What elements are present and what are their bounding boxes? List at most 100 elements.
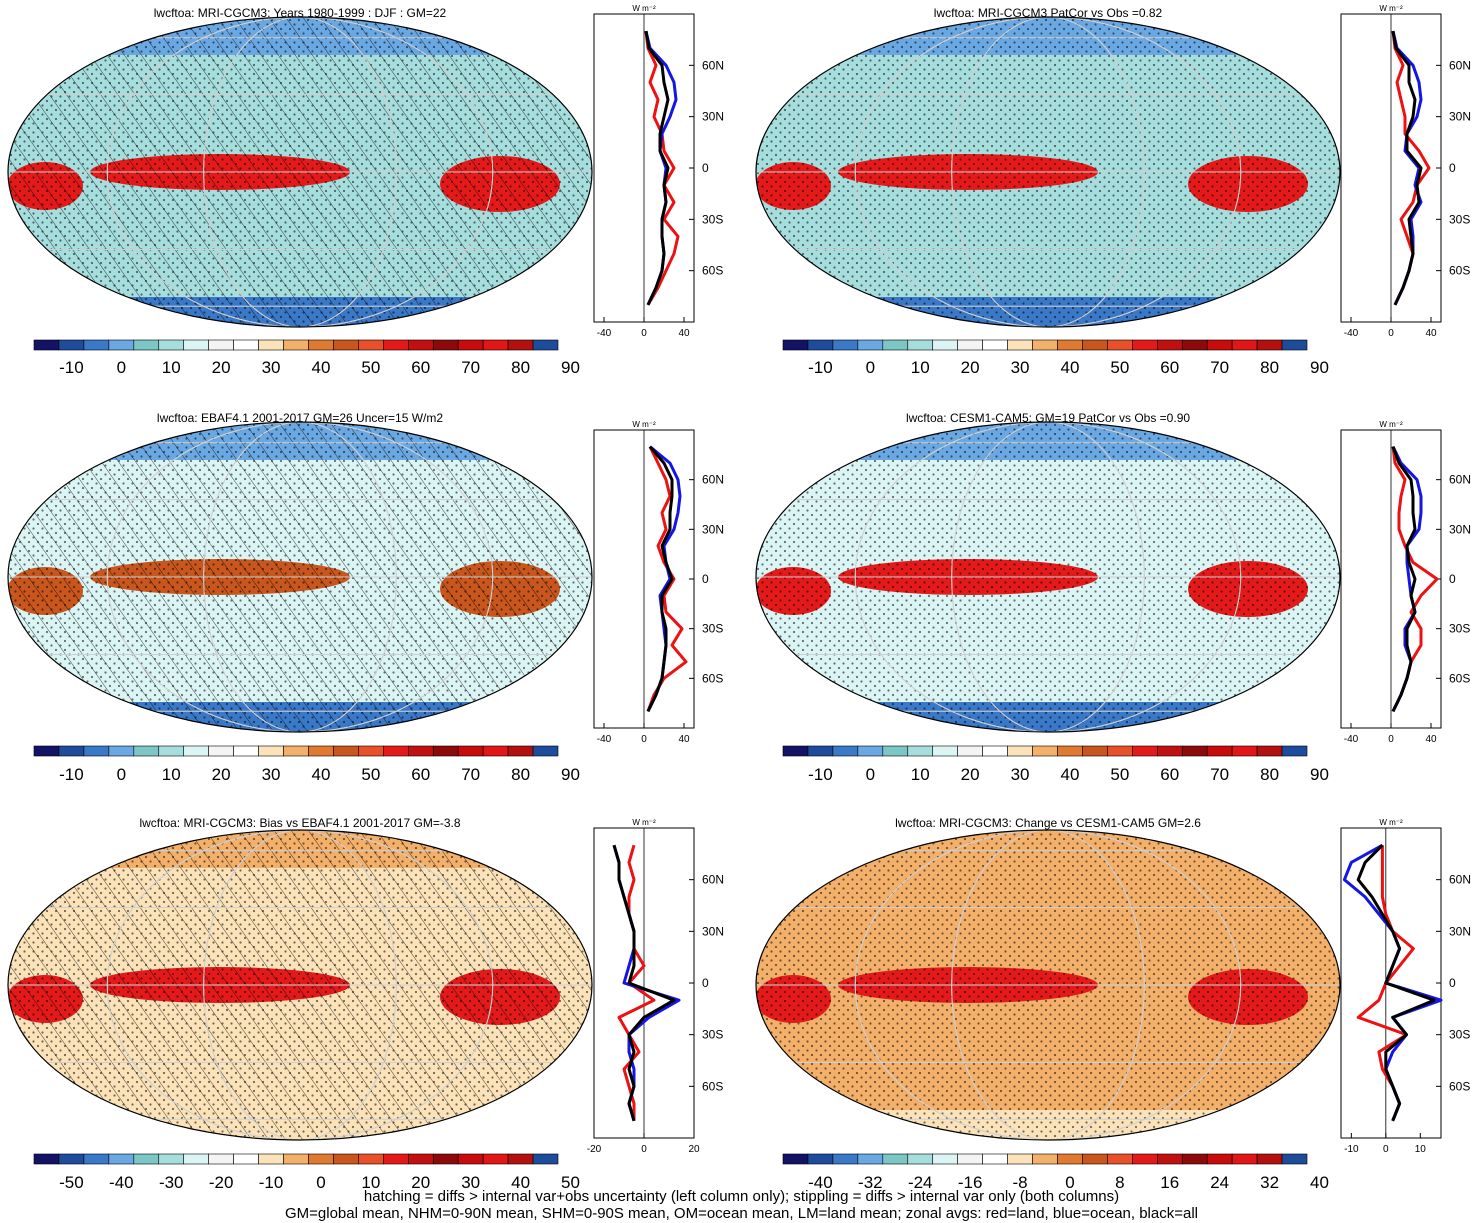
colorbar-tick-label: -10 <box>59 358 84 377</box>
panel-title: lwcftoa: MRI-CGCM3 PatCor vs Obs =0.82 <box>934 6 1163 20</box>
colorbar-swatch <box>1206 745 1233 757</box>
colorbar-swatch <box>507 745 534 757</box>
colorbar-tick-label: 50 <box>561 1173 580 1192</box>
colorbar-swatch <box>457 1153 484 1165</box>
lat-tick-label: 30N <box>1449 522 1471 536</box>
colorbar-tick-label: 30 <box>1011 765 1030 784</box>
lat-tick-label: 60N <box>702 873 724 887</box>
colorbar-tick-label: 40 <box>1310 1173 1329 1192</box>
lat-tick-label: 30S <box>702 1028 723 1042</box>
lat-tick-label: 0 <box>1449 161 1456 175</box>
colorbar-tick-label: 20 <box>961 765 980 784</box>
colorbar-swatch <box>1082 1153 1108 1165</box>
panel-title: lwcftoa: MRI-CGCM3: Years 1980-1999 : DJ… <box>154 6 447 20</box>
colorbar-swatch <box>83 1153 110 1165</box>
map-outline <box>755 829 1341 1141</box>
colorbar-swatch <box>432 339 459 351</box>
colorbar-tick-label: 40 <box>1060 358 1079 377</box>
colorbar-swatch <box>208 339 234 351</box>
colorbar-swatch <box>1231 339 1258 351</box>
colorbar-swatch <box>432 1153 459 1165</box>
colorbar-tick-label: -8 <box>1012 1173 1027 1192</box>
lat-tick-label: 0 <box>1449 572 1456 586</box>
colorbar-swatch <box>383 339 409 351</box>
colorbar-tick-label: 50 <box>361 765 380 784</box>
colorbar-tick-label: 70 <box>461 358 480 377</box>
colorbar-swatch <box>233 1153 259 1165</box>
lat-tick-label: 60S <box>1449 1079 1470 1093</box>
panel-title: lwcftoa: CESM1-CAM5: GM=19 PatCor vs Obs… <box>906 411 1190 425</box>
colorbar: -10 0 10 20 30 40 50 60 70 80 90 <box>33 339 580 377</box>
x-tick-label: 10 <box>1415 1144 1427 1155</box>
zonal-series-all <box>612 844 676 1122</box>
x-tick-label: -40 <box>1344 328 1359 339</box>
x-tick-label: 0 <box>641 1144 647 1155</box>
colorbar-swatch <box>83 339 110 351</box>
colorbar-swatch <box>1206 339 1233 351</box>
colorbar-tick-label: -10 <box>59 765 84 784</box>
colorbar-swatch <box>907 745 934 757</box>
colorbar: -10 0 10 20 30 40 50 60 70 80 90 <box>782 745 1329 784</box>
colorbar-swatch <box>58 1153 85 1165</box>
zonal-series-ocean <box>1391 30 1423 306</box>
colorbar-swatch <box>383 1153 409 1165</box>
colorbar-tick-label: -40 <box>808 1173 833 1192</box>
map-field <box>756 422 1340 732</box>
colorbar-swatch <box>1181 745 1208 757</box>
colorbar-tick-label: 90 <box>1310 358 1329 377</box>
colorbar-swatch <box>308 745 334 757</box>
panel-2: lwcftoa: MRI-CGCM3 PatCor vs Obs =0.82 -1… <box>755 4 1471 377</box>
x-tick-label: 20 <box>688 1144 700 1155</box>
colorbar-swatch <box>407 339 434 351</box>
zonal-frame <box>1340 827 1442 1139</box>
lat-tick-label: 60N <box>702 473 724 487</box>
colorbar-tick-label: 8 <box>1115 1173 1124 1192</box>
lat-tick-label: 0 <box>702 572 709 586</box>
panel-1: lwcftoa: MRI-CGCM3: Years 1980-1999 : DJ… <box>7 4 724 377</box>
panel-4: lwcftoa: CESM1-CAM5: GM=19 PatCor vs Obs… <box>755 411 1471 784</box>
colorbar-tick-label: 80 <box>1260 765 1279 784</box>
panel-title: lwcftoa: EBAF4.1 2001-2017 GM=26 Uncer=1… <box>157 411 443 425</box>
colorbar-swatch <box>932 339 958 351</box>
colorbar-tick-label: -30 <box>159 1173 184 1192</box>
colorbar-swatch <box>882 339 909 351</box>
colorbar-tick-label: 70 <box>1210 765 1229 784</box>
colorbar-swatch <box>383 745 409 757</box>
colorbar-tick-label: 90 <box>1310 765 1329 784</box>
colorbar-tick-label: 80 <box>511 358 530 377</box>
lat-tick-label: 60S <box>702 264 723 278</box>
colorbar-tick-label: 10 <box>361 1173 380 1192</box>
colorbar-swatch <box>58 745 85 757</box>
colorbar-swatch <box>333 745 359 757</box>
lat-tick-label: 60N <box>1449 58 1471 72</box>
x-tick-label: -10 <box>1344 1144 1359 1155</box>
colorbar-tick-label: -32 <box>858 1173 883 1192</box>
map-outline <box>755 16 1341 328</box>
colorbar-tick-label: 30 <box>1011 358 1030 377</box>
colorbar: -50 -40 -30 -20 -10 0 10 20 30 40 50 <box>33 1153 580 1192</box>
lat-tick-label: 60S <box>702 671 723 685</box>
colorbar-swatch <box>782 339 809 351</box>
colorbar-swatch <box>882 1153 909 1165</box>
colorbar-tick-label: 0 <box>866 358 875 377</box>
colorbar-swatch <box>133 745 160 757</box>
zonal-series-all <box>646 445 674 713</box>
colorbar-tick-label: -10 <box>259 1173 284 1192</box>
colorbar-swatch <box>1281 745 1308 757</box>
colorbar-swatch <box>1107 339 1133 351</box>
colorbar-tick-label: 20 <box>212 765 231 784</box>
zonal-series-ocean <box>644 30 678 306</box>
colorbar-swatch <box>33 745 60 757</box>
colorbar-swatch <box>1132 745 1158 757</box>
colorbar-tick-label: -16 <box>958 1173 983 1192</box>
colorbar-tick-label: 0 <box>117 765 126 784</box>
colorbar-swatch <box>183 339 209 351</box>
x-tick-label: -40 <box>1344 734 1359 745</box>
zonal-mean-plot: W m⁻² 60N 30N 0 30S 60S -10 0 10 <box>1340 818 1471 1155</box>
x-tick-label: 0 <box>641 734 647 745</box>
panel-5: lwcftoa: MRI-CGCM3: Bias vs EBAF4.1 2001… <box>7 816 724 1192</box>
zonal-series-all <box>1391 446 1417 713</box>
lat-tick-label: 60S <box>1449 671 1470 685</box>
x-tick-label: -40 <box>597 734 612 745</box>
colorbar-swatch <box>258 339 284 351</box>
